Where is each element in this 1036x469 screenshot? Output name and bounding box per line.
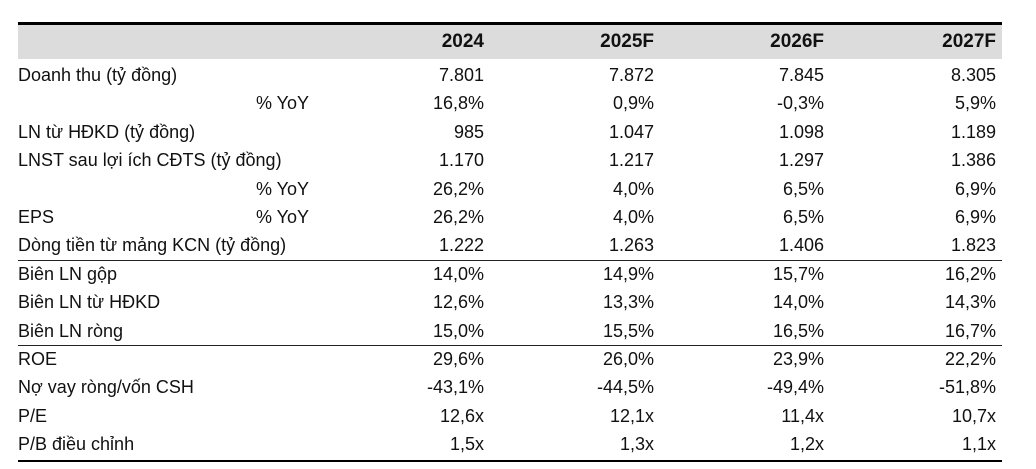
value-cell: 29,6% bbox=[432, 349, 484, 369]
row-label: LNST sau lợi ích CĐTS (tỷ đồng) bbox=[18, 150, 282, 171]
value-cell: 1.386 bbox=[950, 150, 996, 171]
value-cell: 22,2% bbox=[944, 349, 996, 369]
table-bottom-rule bbox=[18, 459, 1002, 462]
value-cell: 7.872 bbox=[608, 65, 654, 85]
table-row: LNST sau lợi ích CĐTS (tỷ đồng) 1.170 1.21… bbox=[18, 146, 1002, 174]
value-cell: -0,3% bbox=[776, 93, 824, 114]
value-cell: 15,0% bbox=[432, 320, 484, 341]
table-row: Biên LN từ HĐKD 12,6% 13,3% 14,0% 14,3% bbox=[18, 288, 1002, 316]
value-cell: 14,3% bbox=[944, 292, 996, 313]
value-cell: 13,3% bbox=[602, 292, 654, 313]
value-cell: 23,9% bbox=[772, 349, 824, 369]
table-row: P/E 12,6x 12,1x 11,4x 10,7x bbox=[18, 402, 1002, 430]
value-cell: 1,2x bbox=[789, 434, 824, 455]
row-label: ROE bbox=[18, 349, 58, 369]
value-cell: 14,0% bbox=[772, 292, 824, 313]
value-cell: 8.305 bbox=[950, 65, 996, 85]
year-header-2024: 2024 bbox=[441, 31, 484, 52]
table-row: Biên LN ròng 15,0% 15,5% 16,5% 16,7% bbox=[18, 317, 1002, 345]
value-cell: 12,6x bbox=[439, 405, 484, 426]
table-row: ROE 29,6% 26,0% 23,9% 22,2% bbox=[18, 345, 1002, 373]
value-cell: 16,7% bbox=[944, 320, 996, 341]
value-cell: 6,5% bbox=[782, 178, 824, 199]
row-label: LN từ HĐKD (tỷ đồng) bbox=[18, 121, 196, 142]
value-cell: 1.406 bbox=[778, 235, 824, 256]
row-label: Doanh thu (tỷ đồng) bbox=[18, 65, 178, 85]
table-row: Biên LN gộp 14,0% 14,9% 15,7% 16,2% bbox=[18, 260, 1002, 288]
table-row: LN từ HĐKD (tỷ đồng) 985 1.047 1.098 1.189 bbox=[18, 118, 1002, 146]
value-cell: 7.801 bbox=[438, 65, 484, 85]
table-row: P/B điều chỉnh 1,5x 1,3x 1,2x 1,1x bbox=[18, 430, 1002, 458]
year-header-2025f: 2025F bbox=[600, 31, 654, 52]
table-row: EPS % YoY 26,2% 4,0% 6,5% 6,9% bbox=[18, 203, 1002, 231]
row-label: Biên LN từ HĐKD bbox=[18, 292, 161, 313]
row-label: EPS bbox=[18, 207, 55, 227]
value-cell: 985 bbox=[453, 121, 484, 142]
value-cell: 16,5% bbox=[772, 320, 824, 341]
table-row: Doanh thu (tỷ đồng) 7.801 7.872 7.845 8.305 bbox=[18, 61, 1002, 89]
value-cell: 1.189 bbox=[950, 121, 996, 142]
row-label: Biên LN gộp bbox=[18, 263, 118, 284]
row-label: Biên LN ròng bbox=[18, 320, 124, 341]
value-cell: 6,9% bbox=[954, 207, 996, 227]
value-cell: 1.217 bbox=[608, 150, 654, 171]
value-cell: 1,1x bbox=[961, 434, 996, 455]
year-header-2026f: 2026F bbox=[770, 31, 824, 52]
value-cell: 7.845 bbox=[778, 65, 824, 85]
value-cell: 4,0% bbox=[612, 178, 654, 199]
table-body: Doanh thu (tỷ đồng) 7.801 7.872 7.845 8.305%… bbox=[18, 59, 1002, 469]
value-cell: 1,3x bbox=[619, 434, 654, 455]
value-cell: 15,5% bbox=[602, 320, 654, 341]
value-cell: 1.047 bbox=[608, 121, 654, 142]
table-header-row: 2024 2025F 2026F 2027F bbox=[18, 25, 1002, 59]
value-cell: 16,8% bbox=[432, 93, 484, 114]
value-cell: 12,6% bbox=[432, 292, 484, 313]
value-cell: 10,7x bbox=[951, 405, 996, 426]
value-cell: 1.222 bbox=[438, 235, 484, 256]
value-cell: 1.263 bbox=[608, 235, 654, 256]
value-cell: 15,7% bbox=[772, 263, 824, 284]
section-divider bbox=[18, 345, 1002, 346]
value-cell: 1,5x bbox=[449, 434, 484, 455]
value-cell: 16,2% bbox=[944, 263, 996, 284]
row-label: Dòng tiền từ mảng KCN (tỷ đồng) bbox=[18, 235, 287, 256]
value-cell: 12,1x bbox=[609, 405, 654, 426]
value-cell: 14,9% bbox=[602, 263, 654, 284]
row-sublabel: % YoY bbox=[256, 178, 310, 199]
table-row: Dòng tiền từ mảng KCN (tỷ đồng) 1.222 1.26… bbox=[18, 231, 1002, 259]
value-cell: -44,5% bbox=[596, 377, 654, 398]
value-cell: 26,2% bbox=[432, 178, 484, 199]
value-cell: 1.098 bbox=[778, 121, 824, 142]
value-cell: 1.823 bbox=[950, 235, 996, 256]
row-label: Nợ vay ròng/vốn CSH bbox=[18, 377, 194, 398]
row-sublabel: % YoY bbox=[256, 93, 310, 114]
row-sublabel: % YoY bbox=[256, 207, 310, 227]
value-cell: -49,4% bbox=[766, 377, 824, 398]
row-label: P/E bbox=[18, 405, 48, 426]
value-cell: 4,0% bbox=[612, 207, 654, 227]
value-cell: 1.170 bbox=[438, 150, 484, 171]
value-cell: 6,5% bbox=[782, 207, 824, 227]
table-row: % YoY 26,2% 4,0% 6,5% 6,9% bbox=[18, 175, 1002, 203]
value-cell: 26,2% bbox=[432, 207, 484, 227]
table-row: % YoY 16,8% 0,9% -0,3% 5,9% bbox=[18, 89, 1002, 117]
value-cell: 14,0% bbox=[432, 263, 484, 284]
value-cell: 5,9% bbox=[954, 93, 996, 114]
value-cell: 11,4x bbox=[781, 405, 824, 426]
financial-forecast-table: 2024 2025F 2026F 2027F Doanh thu (tỷ đồn… bbox=[18, 22, 1002, 469]
value-cell: -51,8% bbox=[938, 377, 996, 398]
value-cell: 0,9% bbox=[612, 93, 654, 114]
section-divider bbox=[18, 259, 1002, 261]
row-label: P/B điều chỉnh bbox=[18, 434, 135, 455]
value-cell: 6,9% bbox=[954, 178, 996, 199]
year-header-2027f: 2027F bbox=[942, 31, 996, 52]
value-cell: -43,1% bbox=[426, 377, 484, 398]
value-cell: 1.297 bbox=[778, 150, 824, 171]
table-top-rule bbox=[18, 22, 1002, 25]
value-cell: 26,0% bbox=[602, 349, 654, 369]
table-row: Nợ vay ròng/vốn CSH -43,1% -44,5% -49,4% -51… bbox=[18, 373, 1002, 401]
